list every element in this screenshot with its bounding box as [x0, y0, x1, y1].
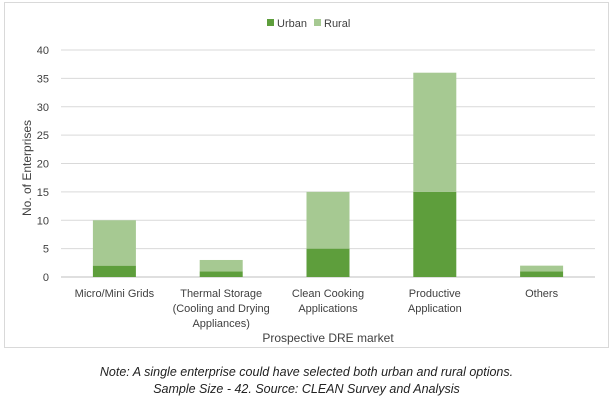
- y-tick-labels: 0 5 10 15 20 25 30 35 40: [37, 45, 49, 284]
- y-tick-label: 5: [43, 244, 49, 256]
- x-tick-label-line: Others: [525, 288, 559, 300]
- bar-rural: [306, 191, 350, 249]
- x-tick-label: Others: [525, 288, 559, 300]
- y-tick-label: 30: [37, 102, 49, 114]
- bar-rural: [199, 259, 243, 272]
- bar-rural: [413, 72, 457, 192]
- y-tick-label: 40: [37, 45, 49, 57]
- legend-swatch-rural: [314, 19, 321, 26]
- y-tick-label: 15: [37, 187, 49, 199]
- note-line-1: Note: A single enterprise could have sel…: [99, 365, 514, 379]
- bar-rural: [520, 265, 564, 272]
- y-tick-label: 25: [37, 130, 49, 142]
- stacked-bar-chart: 0 5 10 15 20 25 30 35 40 Micro/Mini Grids Thermal…: [20, 18, 595, 345]
- x-axis-title: Prospective DRE market: [262, 331, 394, 345]
- x-tick-label: Thermal Storage (Cooling and Drying Applia…: [173, 288, 270, 330]
- x-tick-label-line: Appliances): [192, 318, 249, 330]
- gridlines: [61, 49, 595, 278]
- y-tick-label: 10: [37, 215, 49, 227]
- legend-label-rural: Rural: [324, 18, 350, 30]
- x-tick-label-line: Thermal Storage: [180, 288, 262, 300]
- x-tick-label-line: Clean Cooking: [292, 288, 364, 300]
- x-tick-labels: Micro/Mini Grids Thermal Storage (Cooling …: [75, 288, 559, 330]
- y-tick-label: 0: [43, 272, 49, 284]
- x-tick-label-line: Applications: [298, 303, 358, 315]
- x-tick-label-line: Micro/Mini Grids: [75, 288, 155, 300]
- x-tick-label-line: (Cooling and Drying: [173, 303, 270, 315]
- y-axis-title: No. of Enterprises: [20, 120, 34, 216]
- bar-urban: [520, 271, 564, 277]
- legend: Urban Rural: [267, 18, 350, 30]
- legend-label-urban: Urban: [277, 18, 307, 30]
- bars: [92, 72, 564, 277]
- x-tick-label-line: Productive: [409, 288, 461, 300]
- y-tick-label: 20: [37, 159, 49, 171]
- bar-urban: [92, 265, 136, 277]
- bar-urban: [306, 248, 350, 277]
- x-tick-label: Productive Application: [408, 288, 462, 315]
- note-line-2: Sample Size - 42. Source: CLEAN Survey a…: [153, 382, 460, 396]
- bar-urban: [413, 191, 457, 277]
- chart-frame: 0 5 10 15 20 25 30 35 40 Micro/Mini Grids Thermal…: [4, 2, 609, 348]
- legend-swatch-urban: [267, 19, 274, 26]
- bar-rural: [92, 220, 136, 266]
- bar-urban: [199, 271, 243, 277]
- x-tick-label-line: Application: [408, 303, 462, 315]
- x-tick-label: Micro/Mini Grids: [75, 288, 155, 300]
- x-tick-label: Clean Cooking Applications: [292, 288, 364, 315]
- y-tick-label: 35: [37, 73, 49, 85]
- chart-note: Note: A single enterprise could have sel…: [0, 364, 613, 398]
